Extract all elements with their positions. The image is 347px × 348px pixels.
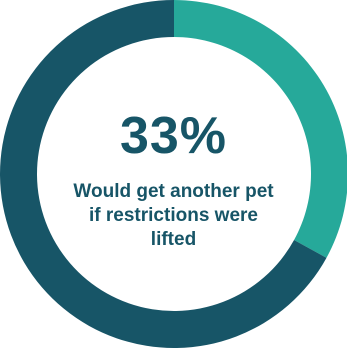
donut-slice-0 — [174, 0, 347, 258]
